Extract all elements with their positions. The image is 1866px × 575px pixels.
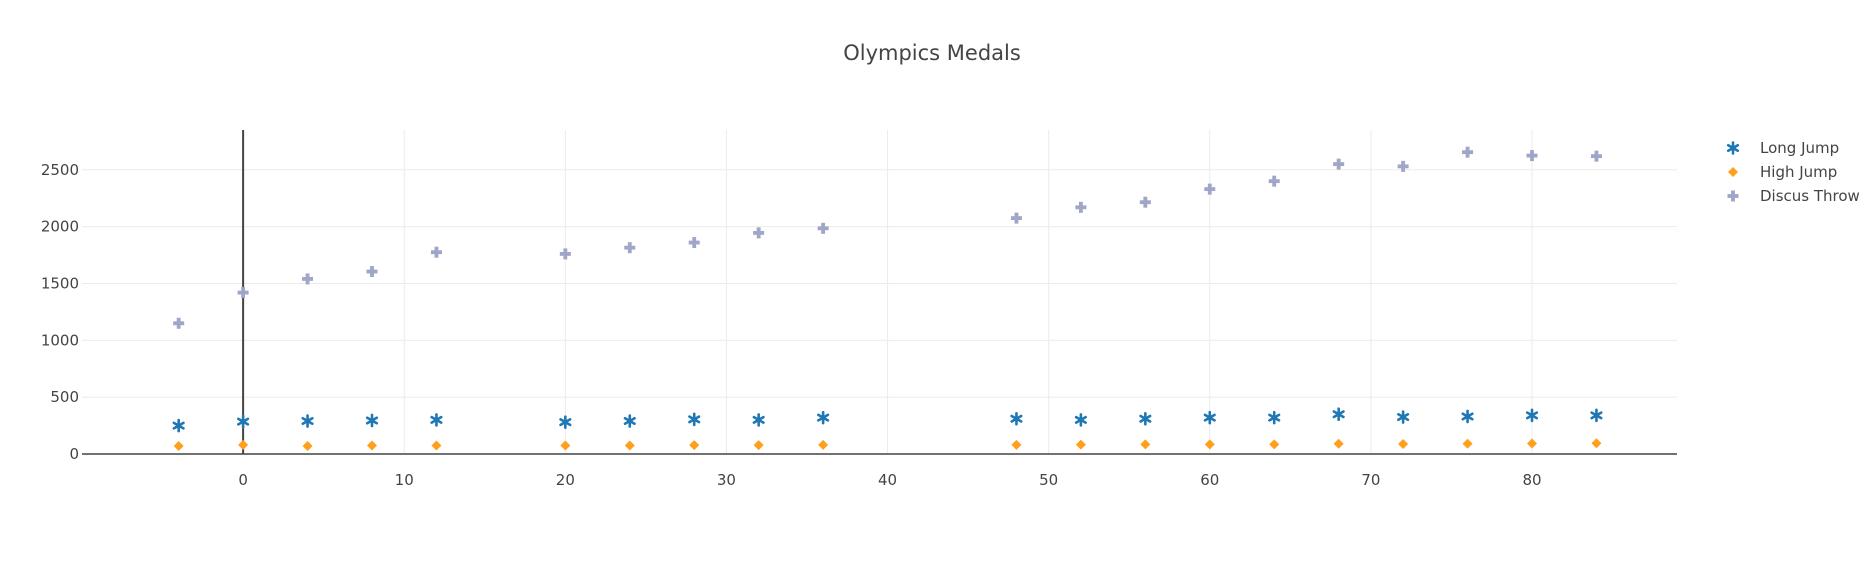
data-point — [1269, 439, 1280, 450]
data-point — [559, 415, 572, 429]
data-point — [1397, 160, 1409, 172]
y-tick-label: 500 — [50, 388, 79, 406]
data-point — [1204, 183, 1216, 195]
data-point — [237, 414, 250, 429]
legend-label: Discus Throw — [1760, 187, 1860, 205]
legend[interactable]: Long Jump High Jump Discus Throw — [1726, 139, 1860, 205]
y-tick-label: 2000 — [41, 218, 79, 236]
data-point — [1074, 413, 1087, 427]
x-tick-label: 50 — [1039, 471, 1058, 489]
x-tick-label: 0 — [238, 471, 248, 489]
data-point — [237, 287, 249, 299]
legend-label: Long Jump — [1760, 139, 1839, 157]
data-point — [1010, 212, 1022, 224]
chart-title: Olympics Medals — [843, 41, 1021, 65]
series-long-jump — [172, 407, 1603, 433]
legend-label: High Jump — [1760, 163, 1837, 181]
data-points — [172, 146, 1603, 452]
legend-item-discus-throw[interactable]: Discus Throw — [1727, 187, 1860, 205]
data-point — [302, 441, 313, 452]
data-point — [1590, 150, 1602, 162]
data-point — [238, 439, 249, 450]
grid-lines — [82, 130, 1677, 454]
y-tick-label: 1500 — [41, 274, 79, 292]
data-point — [1010, 411, 1023, 426]
data-point — [1140, 439, 1151, 450]
data-point — [1268, 410, 1281, 425]
legend-marker — [1726, 141, 1740, 155]
y-tick-label: 2500 — [41, 161, 79, 179]
data-point — [172, 418, 185, 433]
data-point — [752, 413, 765, 427]
axes — [82, 130, 1677, 455]
data-point — [1462, 438, 1473, 449]
data-point — [1075, 201, 1087, 213]
data-point — [623, 414, 636, 428]
y-tick-label: 1000 — [41, 331, 79, 349]
data-point — [753, 227, 765, 239]
data-point — [1525, 408, 1539, 423]
series-high-jump — [173, 438, 1602, 452]
data-point — [1527, 438, 1537, 449]
data-point — [689, 440, 700, 451]
legend-marker — [1727, 190, 1739, 202]
legend-item-long-jump[interactable]: Long Jump — [1726, 139, 1839, 157]
data-point — [1462, 146, 1474, 158]
data-point — [560, 440, 571, 451]
data-point — [817, 410, 830, 425]
data-point — [1203, 410, 1216, 425]
x-tick-label: 40 — [878, 471, 897, 489]
x-tick-label: 80 — [1522, 471, 1541, 489]
data-point — [173, 317, 185, 329]
x-tick-label: 10 — [395, 471, 414, 489]
data-point — [624, 440, 635, 451]
data-point — [1333, 438, 1344, 449]
data-point — [624, 242, 636, 254]
data-point — [688, 237, 700, 249]
data-point — [817, 222, 829, 234]
data-point — [1332, 407, 1345, 422]
data-point — [1268, 175, 1280, 187]
data-point — [173, 441, 184, 452]
data-point — [1204, 439, 1215, 450]
data-point — [1591, 438, 1602, 449]
data-point — [818, 439, 829, 450]
data-point — [753, 440, 764, 451]
series-discus-throw — [173, 146, 1602, 329]
data-point — [365, 413, 379, 428]
data-point — [431, 440, 442, 451]
y-tick-label: 0 — [69, 445, 79, 463]
data-point — [1398, 438, 1409, 449]
x-tick-label: 70 — [1361, 471, 1380, 489]
x-tick-label: 60 — [1200, 471, 1219, 489]
data-point — [1590, 408, 1603, 423]
data-point — [1333, 158, 1345, 170]
data-point — [301, 414, 314, 428]
data-point — [1139, 196, 1151, 208]
legend-item-high-jump[interactable]: High Jump — [1728, 163, 1837, 181]
legend-marker — [1728, 167, 1738, 177]
tick-labels: 0 10 20 30 40 50 60 70 80 0 500 1000 1500 2000 2500 — [41, 161, 1542, 489]
data-point — [688, 412, 701, 427]
data-point — [1397, 410, 1410, 424]
x-tick-label: 30 — [717, 471, 736, 489]
data-point — [559, 248, 571, 260]
data-point — [366, 266, 378, 278]
data-point — [430, 413, 443, 427]
data-point — [1139, 411, 1152, 426]
data-point — [1461, 409, 1474, 424]
data-point — [430, 246, 442, 258]
data-point — [1526, 150, 1538, 162]
data-point — [1011, 439, 1022, 450]
x-tick-label: 20 — [556, 471, 575, 489]
data-point — [1075, 439, 1086, 450]
data-point — [367, 440, 377, 451]
data-point — [302, 273, 314, 285]
